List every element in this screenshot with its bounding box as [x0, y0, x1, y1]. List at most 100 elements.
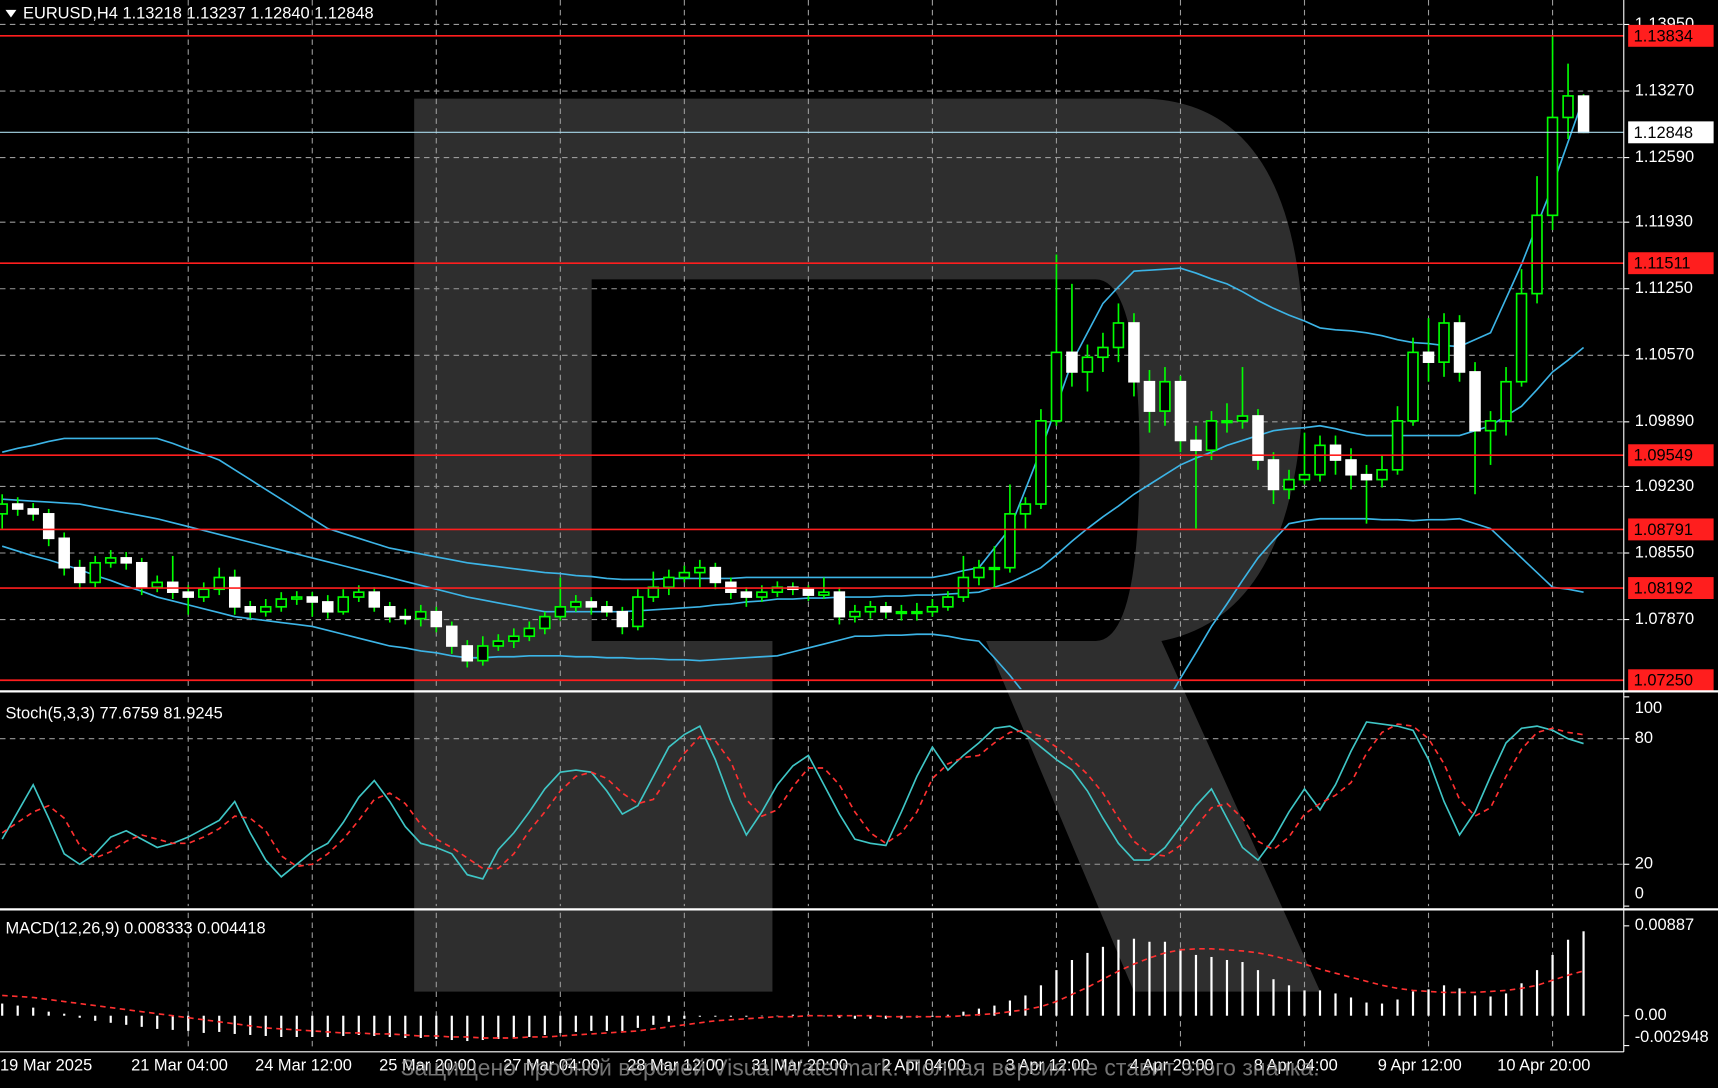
- histogram-bar: [1411, 991, 1415, 1016]
- candle-body: [1190, 439, 1202, 452]
- candle-body: [120, 557, 132, 564]
- histogram-bar: [512, 1015, 515, 1038]
- candle-body: [1391, 420, 1404, 471]
- candle-body: [1159, 380, 1171, 412]
- y-tick-label: -0.002948: [1635, 1028, 1709, 1046]
- candle-body: [197, 588, 210, 598]
- candle-body: [415, 610, 427, 620]
- y-tick-label: 1.13270: [1635, 81, 1694, 99]
- histogram-bar: [791, 1014, 794, 1016]
- y-tick-label: 1.09890: [1635, 412, 1694, 430]
- histogram-bar: [1194, 954, 1198, 1016]
- candle-body: [1205, 420, 1218, 452]
- y-tick-label: 0.00887: [1635, 916, 1694, 934]
- y-tick-label: 1.11930: [1635, 213, 1693, 231]
- candle-body: [570, 601, 582, 608]
- histogram-bar: [1334, 993, 1337, 1016]
- histogram-bar: [171, 1015, 174, 1030]
- histogram-bar: [1, 1003, 4, 1016]
- candle-body: [849, 610, 861, 618]
- histogram-bar: [1427, 989, 1430, 1016]
- candle-body: [260, 606, 272, 613]
- candle-body: [291, 596, 303, 600]
- histogram-bar: [1442, 985, 1446, 1016]
- candle-body: [384, 606, 396, 618]
- menu-arrow[interactable]: [5, 9, 17, 18]
- indicator-line: [1, 723, 1584, 870]
- histogram-bar: [590, 1015, 593, 1031]
- histogram-bar: [1055, 970, 1058, 1016]
- histogram-bar: [745, 1015, 748, 1017]
- candle-body: [523, 627, 536, 638]
- histogram-bar: [1535, 970, 1539, 1016]
- indicator-line: [2, 346, 1585, 613]
- watermark-text: Защищено пробной версией Visual Watermar…: [401, 1054, 1320, 1080]
- histogram-bar: [1086, 952, 1089, 1016]
- indicator-line: [1, 721, 1584, 880]
- candle-body: [663, 576, 675, 589]
- candle-body: [1422, 351, 1435, 363]
- candle-body: [1453, 322, 1466, 373]
- histogram-bar: [993, 1005, 996, 1016]
- histogram-bar: [1287, 985, 1291, 1016]
- candle-body: [1097, 346, 1109, 359]
- histogram-bar: [853, 1015, 856, 1019]
- histogram-bar: [838, 1015, 841, 1018]
- histogram-bar: [295, 1015, 298, 1037]
- histogram-bar: [884, 1015, 887, 1019]
- level-label-box: [1628, 444, 1714, 467]
- candle-body: [182, 591, 194, 598]
- histogram-bar: [311, 1015, 314, 1037]
- histogram-bar: [1303, 990, 1306, 1016]
- candle-body: [833, 591, 846, 618]
- candle-body: [322, 601, 334, 613]
- x-tick-label: 9 Apr 12:00: [1378, 1056, 1462, 1074]
- level-label: 1.09549: [1634, 447, 1693, 465]
- histogram-bar: [931, 1015, 934, 1017]
- histogram-bar: [1365, 1002, 1368, 1016]
- candle-body: [678, 571, 691, 579]
- histogram-bar: [543, 1015, 546, 1035]
- histogram-bar: [1024, 995, 1027, 1016]
- candle-body: [89, 561, 101, 584]
- histogram-bar: [342, 1015, 345, 1036]
- candle-body: [539, 615, 551, 630]
- histogram-bar: [714, 1015, 717, 1017]
- y-tick-label: 0.00: [1635, 1006, 1667, 1024]
- level-label-box: [1628, 577, 1714, 600]
- histogram-bar: [218, 1015, 221, 1032]
- candle-body: [1531, 214, 1543, 295]
- candle-body: [1128, 322, 1140, 383]
- candle-body: [1035, 420, 1047, 505]
- level-label: 1.11511: [1634, 255, 1691, 273]
- indicator-line: [2, 948, 1584, 1039]
- histogram-bar: [450, 1015, 453, 1041]
- histogram-bar: [373, 1015, 376, 1036]
- candle-body: [461, 645, 474, 662]
- candle-body: [1314, 444, 1326, 476]
- histogram-bar: [78, 1015, 81, 1018]
- histogram-bar: [109, 1015, 112, 1023]
- histogram-bar: [1551, 954, 1554, 1016]
- candle-body: [1515, 292, 1528, 383]
- candle-body: [27, 508, 39, 515]
- histogram-bar: [1566, 939, 1570, 1016]
- histogram-bar: [869, 1015, 872, 1019]
- histogram-bar: [357, 1015, 360, 1035]
- level-label: 1.07250: [1634, 672, 1693, 690]
- histogram-bar: [698, 1015, 701, 1017]
- histogram-bar: [1179, 948, 1182, 1016]
- candle-body: [275, 598, 288, 608]
- candle-body: [1376, 468, 1388, 481]
- histogram-bar: [559, 1015, 562, 1033]
- candle-body: [1283, 478, 1295, 491]
- histogram-bar: [32, 1007, 35, 1016]
- histogram-bar: [1520, 983, 1523, 1016]
- candle-body: [1081, 356, 1094, 373]
- candle-body: [446, 625, 458, 647]
- histogram-bar: [1272, 979, 1275, 1016]
- chart-title: EURUSD,H4 1.13218 1.13237 1.12840 1.1284…: [23, 5, 374, 23]
- histogram-bar: [1210, 956, 1213, 1016]
- indicator-line: [1, 517, 1584, 690]
- candle-body: [1004, 513, 1016, 569]
